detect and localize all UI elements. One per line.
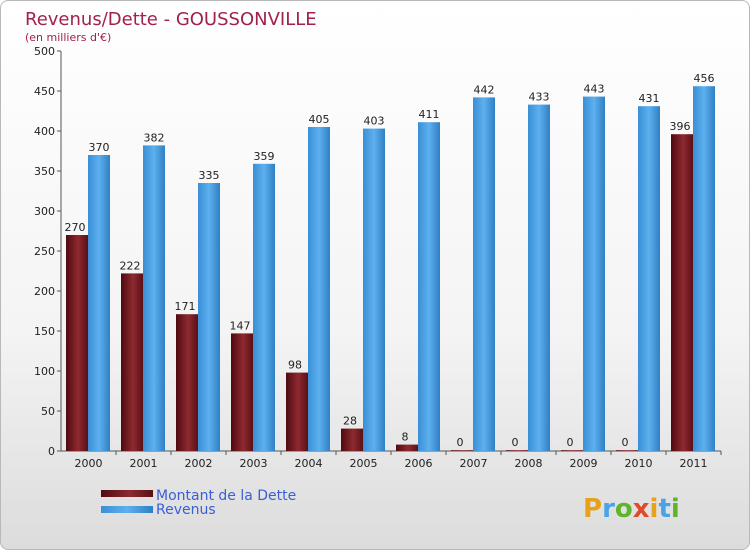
data-label-revenus: 405	[309, 113, 330, 126]
bar-debt	[616, 450, 638, 451]
x-tick-label: 2005	[350, 457, 378, 470]
y-tick-label: 500	[34, 45, 55, 58]
data-label-debt: 171	[175, 300, 196, 313]
data-label-debt: 0	[457, 436, 464, 449]
chart-subtitle: (en milliers d'€)	[25, 31, 111, 44]
x-tick-label: 2004	[295, 457, 323, 470]
bar-debt	[451, 450, 473, 451]
data-label-revenus: 411	[419, 108, 440, 121]
proxiti-logo: Proxiti	[583, 494, 680, 524]
data-label-revenus: 359	[254, 150, 275, 163]
data-label-debt: 8	[402, 431, 409, 444]
y-tick-label: 300	[34, 205, 55, 218]
data-label-revenus: 370	[89, 141, 110, 154]
bar-debt	[396, 444, 418, 451]
bar-debt	[66, 235, 88, 451]
data-label-debt: 0	[512, 436, 519, 449]
bar-revenus	[693, 86, 715, 451]
data-label-debt: 98	[288, 359, 302, 372]
y-tick-label: 400	[34, 125, 55, 138]
x-tick-label: 2001	[130, 457, 158, 470]
bar-revenus	[363, 128, 385, 451]
y-tick-label: 350	[34, 165, 55, 178]
x-tick-label: 2010	[625, 457, 653, 470]
data-label-debt: 270	[65, 221, 86, 234]
logo-letter: t	[658, 494, 670, 524]
data-label-revenus: 382	[144, 131, 165, 144]
bar-revenus	[143, 145, 165, 451]
bar-revenus	[198, 183, 220, 451]
chart-data-labels: 270 370 222 382 171 335 147 359 98 405 28 403 8 411 0 4…	[65, 72, 715, 449]
data-label-revenus: 456	[694, 72, 715, 85]
bar-revenus	[253, 163, 275, 452]
legend-label-debt: Montant de la Dette	[156, 488, 296, 504]
data-label-debt: 28	[343, 415, 357, 428]
logo-letter: P	[583, 494, 602, 524]
logo-letter: i	[671, 494, 680, 524]
data-label-revenus: 431	[639, 92, 660, 105]
chart-axes: 0 50 100 150 200 250 300 350 400 450 500 2000 2001 20…	[34, 45, 722, 470]
x-tick-label: 2002	[185, 457, 213, 470]
bar-debt	[176, 314, 198, 451]
data-label-debt: 396	[670, 120, 691, 133]
legend-swatch-debt	[101, 490, 153, 497]
bar-debt	[231, 333, 253, 451]
data-label-revenus: 442	[474, 83, 495, 96]
bar-revenus	[88, 155, 110, 451]
logo-letter: x	[633, 494, 650, 524]
chart-title: Revenus/Dette - GOUSSONVILLE	[25, 9, 317, 30]
data-label-debt: 222	[120, 259, 141, 272]
legend-label-revenus: Revenus	[156, 502, 216, 518]
data-label-debt: 0	[622, 436, 629, 449]
y-tick-label: 250	[34, 245, 55, 258]
data-label-debt: 0	[567, 436, 574, 449]
data-label-revenus: 403	[364, 115, 385, 128]
legend-swatch-revenus	[101, 506, 153, 513]
bar-debt	[671, 134, 693, 451]
logo-letter: r	[602, 494, 615, 524]
data-label-revenus: 433	[529, 91, 550, 104]
chart-legend: Montant de la Dette Revenus	[101, 488, 296, 518]
logo-letter: o	[615, 494, 633, 524]
bar-revenus	[638, 106, 660, 451]
bar-revenus	[418, 122, 440, 451]
x-tick-label: 2000	[75, 457, 103, 470]
y-tick-label: 50	[41, 405, 55, 418]
x-tick-label: 2003	[240, 457, 268, 470]
y-tick-label: 0	[48, 445, 55, 458]
data-label-debt: 147	[230, 319, 251, 332]
y-tick-label: 150	[34, 325, 55, 338]
chart-bars	[66, 86, 715, 452]
bar-revenus	[528, 104, 550, 451]
data-label-revenus: 443	[584, 83, 605, 96]
x-tick-label: 2007	[460, 457, 488, 470]
bar-debt	[286, 372, 308, 451]
bar-revenus	[473, 97, 495, 452]
y-tick-label: 100	[34, 365, 55, 378]
bar-debt	[506, 450, 528, 451]
y-tick-label: 450	[34, 85, 55, 98]
logo-letter: i	[650, 494, 659, 524]
bar-debt	[561, 450, 583, 451]
x-tick-label: 2008	[515, 457, 543, 470]
data-label-revenus: 335	[199, 169, 220, 182]
bar-debt	[341, 428, 363, 451]
bar-revenus	[583, 96, 605, 451]
x-tick-label: 2009	[570, 457, 598, 470]
bar-revenus	[308, 127, 330, 451]
x-tick-label: 2006	[405, 457, 433, 470]
y-tick-label: 200	[34, 285, 55, 298]
bar-debt	[121, 273, 143, 451]
x-tick-label: 2011	[680, 457, 708, 470]
